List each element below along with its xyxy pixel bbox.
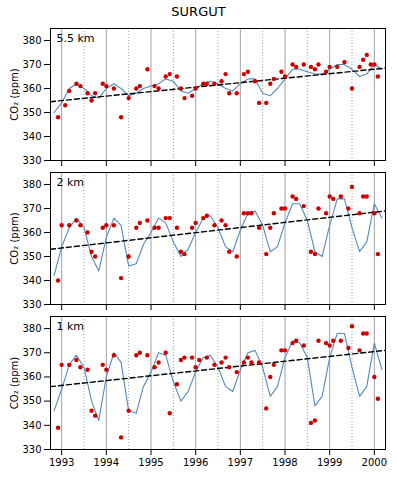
svg-text:370: 370 <box>22 347 41 358</box>
svg-text:2 km: 2 km <box>57 176 85 189</box>
svg-text:330: 330 <box>22 444 41 455</box>
svg-text:1996: 1996 <box>183 457 208 468</box>
svg-text:CO₂ (ppm): CO₂ (ppm) <box>9 357 20 409</box>
svg-text:370: 370 <box>22 59 41 70</box>
svg-text:380: 380 <box>22 35 41 46</box>
svg-text:CO₂ (ppm): CO₂ (ppm) <box>9 68 20 120</box>
svg-text:340: 340 <box>22 275 41 286</box>
svg-text:360: 360 <box>22 227 41 238</box>
svg-text:1997: 1997 <box>228 457 253 468</box>
svg-text:1994: 1994 <box>94 457 119 468</box>
svg-text:340: 340 <box>22 420 41 431</box>
svg-text:1993: 1993 <box>49 457 74 468</box>
svg-text:370: 370 <box>22 203 41 214</box>
svg-text:2000: 2000 <box>362 457 387 468</box>
svg-text:1999: 1999 <box>317 457 342 468</box>
svg-text:350: 350 <box>22 251 41 262</box>
svg-text:380: 380 <box>22 323 41 334</box>
svg-text:350: 350 <box>22 107 41 118</box>
svg-text:360: 360 <box>22 371 41 382</box>
svg-text:360: 360 <box>22 83 41 94</box>
svg-text:5.5 km: 5.5 km <box>57 32 95 45</box>
svg-text:1998: 1998 <box>272 457 297 468</box>
svg-text:330: 330 <box>22 299 41 310</box>
svg-text:380: 380 <box>22 179 41 190</box>
svg-text:350: 350 <box>22 395 41 406</box>
html-text:SURGUT: SURGUT <box>171 4 226 19</box>
svg-text:340: 340 <box>22 131 41 142</box>
svg-text:330: 330 <box>22 155 41 166</box>
svg-text:1 km: 1 km <box>57 320 85 333</box>
svg-text:1995: 1995 <box>138 457 163 468</box>
svg-text:CO₂ (ppm): CO₂ (ppm) <box>9 212 20 264</box>
